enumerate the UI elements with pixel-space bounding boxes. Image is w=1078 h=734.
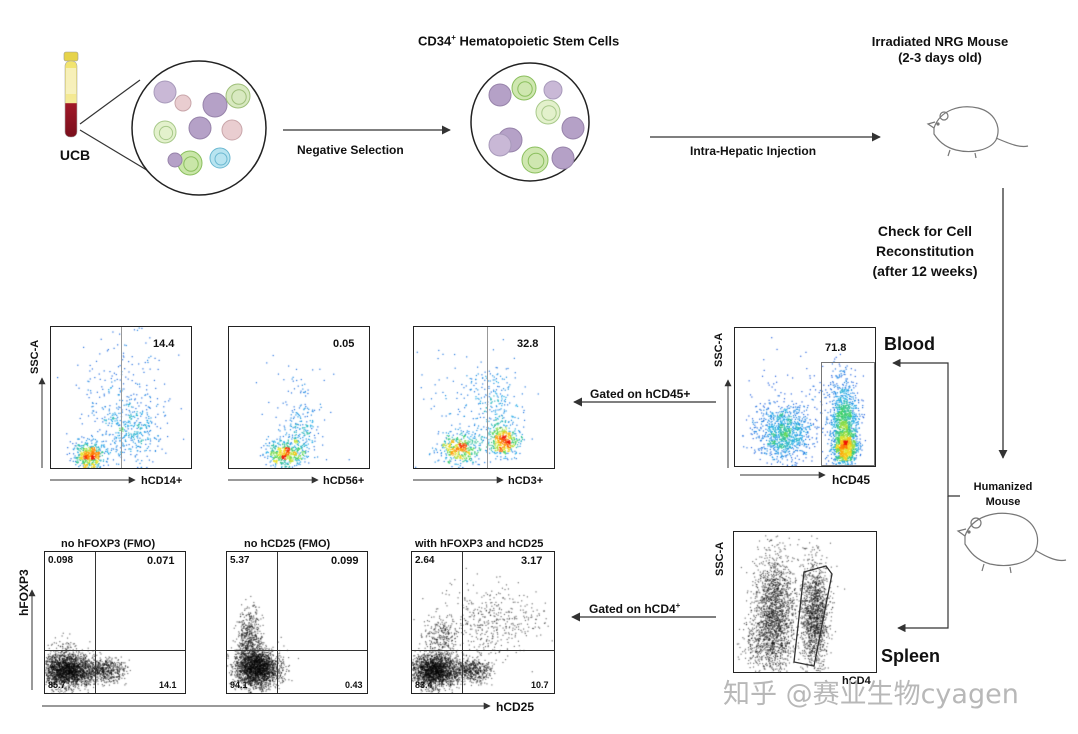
humanized-mouse-label: Humanized Mouse	[962, 480, 1044, 510]
fmo-cd25-plot: 5.37 0.099 94.1 0.43	[226, 551, 368, 694]
ucb-tube-icon	[63, 51, 79, 138]
hcd4-gate	[793, 565, 833, 667]
gated-hcd4-label: Gated on hCD4+	[589, 601, 680, 616]
humanized-line2: Mouse	[985, 496, 1021, 508]
fmo-foxp3-plot: 0.098 0.071 85.7 14.1	[44, 551, 186, 694]
irradiated-mouse-line2: (2-3 days old)	[898, 50, 982, 65]
humanized-mouse-icon	[956, 512, 1067, 574]
irradiated-mouse-line1: Irradiated NRG Mouse	[871, 34, 1009, 49]
hcd45-gate	[821, 362, 875, 466]
gated-hcd45-label: Gated on hCD45+	[590, 387, 691, 401]
fmo-cd25-ll: 94.1	[230, 680, 248, 690]
cd34-cells-icon	[470, 62, 590, 182]
full-stain-ur: 3.17	[521, 555, 543, 567]
full-stain-title: with hFOXP3 and hCD25	[415, 538, 544, 550]
cd34-title-main: CD34	[418, 33, 452, 49]
full-stain-ll: 83.4	[415, 680, 433, 690]
hcd25-xlabel: hCD25	[496, 700, 535, 714]
hfoxp3-ylabel: hFOXP3	[17, 569, 31, 616]
cd34-title: CD34+ Hematopoietic Stem Cells	[418, 33, 619, 48]
hcd56-xlabel: hCD56+	[323, 475, 365, 487]
fmo-foxp3-ul: 0.098	[48, 555, 74, 566]
injection-label: Intra-Hepatic Injection	[690, 144, 817, 158]
zoom-line-bottom	[79, 129, 151, 173]
blood-xlabel: hCD45	[832, 473, 871, 487]
to-spleen-arrow	[897, 496, 949, 633]
hcd3-xlabel: hCD3+	[508, 475, 544, 487]
blood-hcd45-plot: 71.8	[734, 327, 876, 467]
mixed-cells-icon	[131, 60, 267, 196]
hcd3-plot: 32.8	[413, 326, 555, 469]
irradiated-mouse-title: Irradiated NRG Mouse (2-3 days old)	[840, 34, 1040, 66]
fmo-foxp3-ll: 85.7	[48, 680, 66, 690]
hcd3-value: 32.8	[517, 338, 539, 350]
hcd14-xlabel: hCD14+	[141, 475, 183, 487]
blood-ylabel: SSC-A	[713, 332, 725, 367]
to-blood-arrow	[892, 358, 960, 497]
negative-selection-label: Negative Selection	[297, 143, 404, 157]
fmo-cd25-title: no hCD25 (FMO)	[244, 538, 331, 550]
zoom-line-top	[79, 79, 141, 125]
ucb-label: UCB	[59, 147, 91, 163]
check-line3: (after 12 weeks)	[872, 263, 978, 279]
fmo-cd25-ul: 5.37	[230, 555, 250, 566]
humanized-line1: Humanized	[973, 481, 1033, 493]
spleen-xlabel: hCD4	[842, 675, 871, 687]
fmo-foxp3-ur: 0.071	[147, 555, 175, 567]
cd34-title-sup: +	[451, 33, 456, 42]
full-stain-plot: 2.64 3.17 83.4 10.7	[411, 551, 555, 694]
check-reconstitution-label: Check for Cell Reconstitution (after 12 …	[850, 221, 1000, 281]
mouse-icon	[926, 106, 1029, 159]
spleen-ylabel: SSC-A	[714, 541, 726, 576]
gated-hcd4-sup: +	[675, 601, 681, 610]
blood-gate-value: 71.8	[825, 342, 847, 354]
blood-label: Blood	[884, 334, 935, 354]
cd34-title-rest: Hematopoietic Stem Cells	[455, 33, 620, 49]
fmo-foxp3-lr: 14.1	[159, 680, 177, 690]
fmo-foxp3-title: no hFOXP3 (FMO)	[61, 538, 156, 550]
fmo-cd25-lr: 0.43	[345, 680, 363, 690]
watermark-text: 知乎 @赛业生物cyagen	[723, 679, 1019, 710]
gate-line	[121, 327, 122, 468]
gated-hcd4-main: Gated on hCD4	[589, 602, 676, 616]
full-stain-ul: 2.64	[415, 555, 435, 566]
ssc-ylabel: SSC-A	[29, 339, 41, 374]
spleen-hcd4-plot	[733, 531, 877, 673]
hcd14-value: 14.4	[153, 338, 175, 350]
check-line2: Reconstitution	[876, 243, 974, 259]
gate-line	[487, 327, 488, 468]
fmo-cd25-ur: 0.099	[331, 555, 359, 567]
full-stain-lr: 10.7	[531, 680, 549, 690]
check-line1: Check for Cell	[877, 223, 973, 239]
hcd56-plot: 0.05	[228, 326, 370, 469]
hcd56-value: 0.05	[333, 338, 355, 350]
hcd14-plot: 14.4	[50, 326, 192, 469]
spleen-label: Spleen	[881, 646, 941, 666]
